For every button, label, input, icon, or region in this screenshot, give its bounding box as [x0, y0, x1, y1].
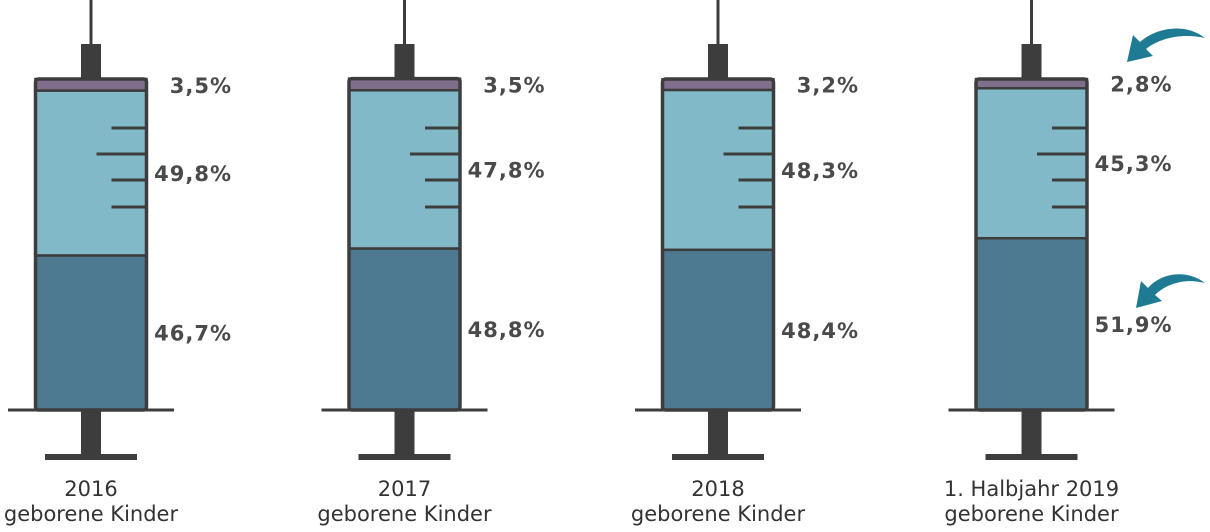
value-label: 46,7%	[154, 322, 232, 346]
x-tick-label: 2018 geborene Kinder	[630, 477, 806, 526]
bar-segment	[34, 254, 148, 412]
x-tick-label: 2017 geborene Kinder	[317, 477, 492, 526]
value-label: 3,5%	[483, 73, 545, 97]
value-label: 48,3%	[781, 159, 859, 183]
value-label: 49,8%	[154, 162, 232, 186]
bar-segment	[974, 87, 1089, 240]
bar-segment	[661, 78, 775, 92]
bar-segment	[34, 89, 148, 257]
plunger-knob	[1021, 44, 1042, 78]
value-label: 2,8%	[1110, 73, 1172, 97]
highlight-arrow	[1127, 28, 1205, 308]
value-label: 51,9%	[1095, 313, 1173, 337]
stem	[1021, 410, 1042, 456]
bar-segment	[661, 248, 775, 412]
value-label: 45,3%	[1095, 152, 1173, 176]
bar-segment	[974, 236, 1089, 412]
stem	[81, 410, 101, 456]
value-label: 3,5%	[170, 74, 232, 98]
plunger-knob	[81, 44, 101, 78]
stem	[394, 410, 415, 456]
value-label: 48,8%	[468, 318, 546, 342]
bar-segment	[347, 247, 462, 412]
plunger-knob	[394, 44, 415, 78]
value-label: 47,8%	[468, 158, 546, 182]
x-tick-label: 1. Halbjahr 2019 geborene Kinder	[943, 477, 1120, 526]
value-label: 48,4%	[781, 319, 859, 343]
value-label: 3,2%	[797, 74, 859, 98]
bar-segment	[661, 88, 775, 252]
bar-segment	[347, 89, 462, 250]
x-tick-label: 2016 geborene Kinder	[3, 477, 179, 526]
stem	[708, 410, 728, 456]
plunger-knob	[708, 44, 728, 78]
